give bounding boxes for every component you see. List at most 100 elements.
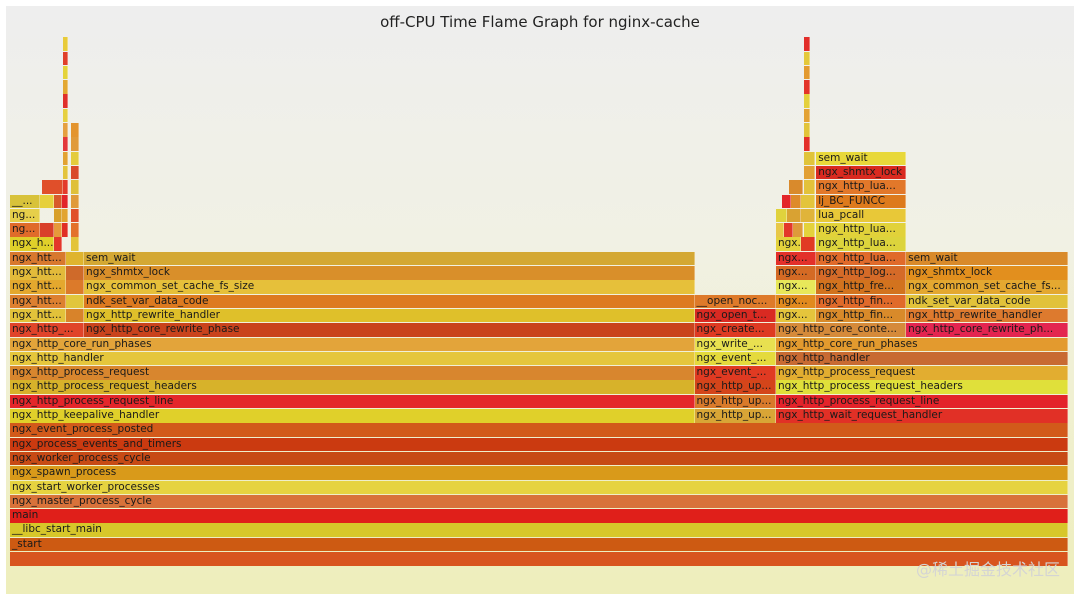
flame-frame[interactable]: ngx_http_process_request_headers [10, 380, 695, 394]
flame-frame[interactable]: ngx_http_up... [694, 409, 776, 423]
flame-frame[interactable] [71, 223, 79, 237]
flame-frame[interactable]: ngx_http_core_run_phases [10, 337, 695, 352]
flame-frame[interactable]: ngx... [775, 237, 802, 251]
flame-frame[interactable] [803, 165, 816, 180]
flame-frame[interactable] [10, 552, 1068, 566]
flame-frame[interactable] [71, 180, 79, 194]
flame-frame[interactable] [71, 208, 79, 223]
flame-frame[interactable]: ngx_shmtx_lock [816, 165, 907, 180]
flame-frame[interactable]: ngx_http_fre... [816, 280, 907, 294]
flame-frame[interactable]: ngx_http_lua... [816, 180, 907, 194]
flame-frame[interactable] [803, 223, 816, 237]
flame-frame[interactable]: __... [10, 194, 40, 209]
flame-frame[interactable] [803, 108, 810, 123]
flame-frame[interactable]: ngx_start_worker_processes [10, 480, 1068, 495]
flame-frame[interactable]: ngx_htt... [10, 294, 67, 309]
flame-frame[interactable]: ngx_event_... [694, 366, 776, 380]
flame-frame[interactable]: ngx_http_up... [694, 394, 776, 409]
flame-frame[interactable] [61, 194, 69, 209]
flame-frame[interactable]: ngx_event_process_posted [10, 423, 1068, 437]
flame-frame[interactable]: ngx_htt... [10, 280, 67, 294]
flame-frame[interactable] [66, 294, 85, 309]
flame-frame[interactable]: ngx_http_process_request_headers [775, 380, 1068, 394]
flame-frame[interactable]: ndk_set_var_data_code [906, 294, 1068, 309]
flame-frame[interactable] [788, 180, 804, 194]
flame-frame[interactable]: ng... [10, 223, 40, 237]
flame-frame[interactable]: ngx_open_t... [694, 308, 776, 323]
flame-frame[interactable] [54, 237, 62, 251]
flame-frame[interactable] [62, 94, 69, 108]
flame-frame[interactable] [54, 208, 62, 223]
flame-frame[interactable] [801, 237, 816, 251]
flame-frame[interactable]: ngx_master_process_cycle [10, 494, 1068, 509]
flame-frame[interactable]: ngx_htt... [10, 266, 67, 280]
flame-frame[interactable]: sem_wait [816, 151, 907, 166]
flame-frame[interactable]: lua_pcall [816, 208, 907, 223]
flame-frame[interactable]: ngx_http_handler [10, 351, 695, 366]
flame-frame[interactable]: ngx... [775, 280, 817, 294]
flame-frame[interactable] [62, 123, 69, 137]
flame-frame[interactable]: ngx_http_core_rewrite_phase [84, 323, 695, 337]
flame-frame[interactable]: ngx_http_lua... [816, 237, 907, 251]
flame-frame[interactable] [784, 223, 793, 237]
flame-frame[interactable] [66, 266, 85, 280]
flame-frame[interactable] [54, 223, 62, 237]
flame-frame[interactable] [39, 194, 55, 209]
flame-frame[interactable]: main [10, 509, 1068, 523]
flame-frame[interactable]: ngx_http_fin... [816, 308, 907, 323]
flame-frame[interactable] [71, 123, 79, 137]
flame-frame[interactable] [801, 208, 816, 223]
flame-frame[interactable]: ngx_http_wait_request_handler [775, 409, 1068, 423]
flame-frame[interactable]: ngx_htt... [10, 251, 67, 266]
flame-frame[interactable] [803, 180, 816, 194]
flame-frame[interactable] [71, 151, 79, 166]
flame-frame[interactable] [71, 165, 79, 180]
flame-frame[interactable] [62, 37, 69, 51]
flame-frame[interactable]: ngx_htt... [10, 308, 67, 323]
flame-frame[interactable] [803, 51, 810, 66]
flame-frame[interactable]: ngx_spawn_process [10, 466, 1068, 480]
flame-frame[interactable]: ngx_http_process_request_line [10, 394, 695, 409]
flame-frame[interactable] [775, 208, 787, 223]
flame-frame[interactable]: ngx... [775, 294, 817, 309]
flame-frame[interactable]: ngx_http_keepalive_handler [10, 409, 695, 423]
flame-frame[interactable] [803, 94, 810, 108]
flame-frame[interactable]: ngx_shmtx_lock [84, 266, 695, 280]
flame-frame[interactable] [62, 51, 69, 66]
flame-frame[interactable]: ngx_http_process_request_line [775, 394, 1068, 409]
flame-frame[interactable] [786, 208, 802, 223]
flame-frame[interactable] [41, 180, 63, 194]
flame-frame[interactable]: lj_BC_FUNCC [816, 194, 907, 209]
flame-frame[interactable] [54, 194, 62, 209]
flame-frame[interactable]: ngx_http_log... [816, 266, 907, 280]
flame-frame[interactable]: _start [10, 537, 1068, 552]
flame-frame[interactable]: __libc_start_main [10, 523, 1068, 537]
flame-frame[interactable]: ngx_process_events_and_timers [10, 437, 1068, 452]
flame-frame[interactable] [66, 280, 85, 294]
flame-frame[interactable] [71, 237, 79, 251]
flame-frame[interactable] [71, 194, 79, 209]
flame-frame[interactable] [61, 208, 69, 223]
flame-frame[interactable]: ngx_http_core_rewrite_ph... [906, 323, 1068, 337]
flame-frame[interactable] [66, 251, 85, 266]
flame-frame[interactable]: ngx_http_rewrite_handler [84, 308, 695, 323]
flame-frame[interactable]: sem_wait [906, 251, 1068, 266]
flame-frame[interactable]: ndk_set_var_data_code [84, 294, 695, 309]
flame-frame[interactable] [803, 137, 810, 151]
flame-frame[interactable]: ngx... [775, 308, 817, 323]
flame-frame[interactable]: ngx_http_lua... [816, 223, 907, 237]
flame-frame[interactable]: ngx_create... [694, 323, 776, 337]
flame-frame[interactable] [62, 165, 69, 180]
flame-frame[interactable]: ngx_http_up... [694, 380, 776, 394]
flame-frame[interactable]: ngx... [775, 251, 817, 266]
flame-frame[interactable] [803, 123, 810, 137]
flame-frame[interactable] [782, 194, 791, 209]
flame-frame[interactable]: ngx_h... [10, 237, 55, 251]
flame-frame[interactable]: ngx_common_set_cache_fs_size [84, 280, 695, 294]
flame-frame[interactable] [775, 223, 785, 237]
flame-frame[interactable] [803, 65, 810, 80]
flame-frame[interactable] [66, 308, 85, 323]
flame-frame[interactable]: ngx... [775, 266, 817, 280]
flame-frame[interactable] [62, 137, 69, 151]
flame-frame[interactable] [62, 108, 69, 123]
